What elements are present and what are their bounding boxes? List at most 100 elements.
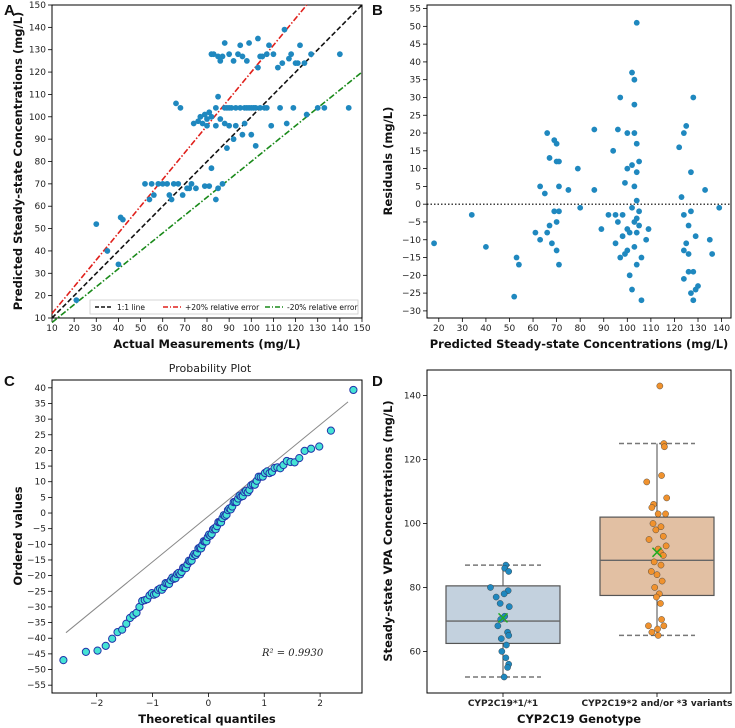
panel-b-y-tick-label: −20 [402,271,421,281]
panel-a-y-tick-label: 110 [29,90,46,100]
observation-point [651,584,659,591]
residual-point [633,197,640,204]
panel-c-x-tick-label: 1 [261,699,267,709]
data-point [104,248,111,254]
data-point [204,122,210,129]
data-point [255,64,261,71]
panel-a-y-tick-label: 120 [29,68,46,78]
data-point [283,120,290,127]
residual-point [680,247,687,254]
panel-a-y-tick-label: 90 [35,135,47,145]
observation-point [653,593,660,601]
residual-point [556,158,562,165]
panel-a-y-tick-label: 100 [29,113,46,123]
panel-b-y-tick-label: 40 [410,58,422,68]
observation-point [498,648,506,655]
quantile-point [108,634,117,643]
panel-c-y-tick-label: 15 [35,462,46,472]
panel-d-y-tick-label: 80 [410,583,422,593]
panel-c-y-tick-label: 35 [35,399,46,409]
observation-point [648,568,655,575]
identity-line [51,4,363,319]
panel-a-plot-area: 10 20 30 40 50 60 70 80 90 100 110 120 130 140 150 10 20… [29,1,371,334]
panel-a-y-tick-label: 150 [29,1,46,11]
data-point [219,180,226,187]
data-point [166,192,173,198]
observation-point [505,568,513,575]
panel-c-x-tick-label: 2 [317,699,323,709]
quantile-point [81,647,91,657]
data-point [206,183,213,189]
panel-d-y-tick-label: 120 [404,456,421,466]
residual-point [556,208,562,215]
data-point [226,122,233,129]
residual-point [631,130,638,136]
quantile-point [93,646,102,655]
panel-b-plot-area: 20 30 40 50 60 70 80 90 100 110 120 130 140−30−25−20… [402,5,731,334]
panel-b-x-tick-label: 140 [713,324,730,334]
residual-point [683,123,690,129]
panel-d: D 60 80 100 120 140 CYP2C19*1/*1 CYP2C19*2 and… [372,369,732,726]
quantile-point [118,625,127,634]
residual-point [690,297,697,304]
data-point [193,185,199,192]
data-point [208,113,215,120]
data-point [115,261,122,268]
panel-c-y-tick-label: −20 [27,572,46,582]
panel-d-category-label: CYP2C19*1/*1 [468,699,538,709]
panel-b-y-tick-label: 50 [410,22,422,32]
observation-point [500,590,508,598]
data-point [237,104,244,111]
data-point [263,51,270,58]
quantile-point [315,442,324,451]
residual-point [614,219,621,225]
panel-b-y-tick-label: 15 [410,147,421,157]
data-point [199,120,206,127]
data-point [215,93,221,100]
data-point [179,192,186,198]
data-point [252,142,259,149]
observation-point [494,622,502,630]
data-point [224,145,230,151]
residual-point [636,208,642,215]
legend-box [89,299,359,315]
residual-point [614,126,621,133]
quantile-point [101,641,110,650]
panel-a-x-tick-label: 10 [46,324,58,334]
fit-line [65,401,349,634]
data-point [164,180,171,187]
residual-point [598,226,605,232]
panel-c-y-tick-label: 20 [35,446,47,456]
panel-b-y-tick-label: 45 [410,40,421,50]
residual-point [633,19,640,26]
data-point [279,60,286,67]
residual-point [626,272,633,279]
panel-a-y-tick-label: 130 [29,46,46,56]
observation-point [648,628,656,636]
residual-point [551,208,558,215]
data-point [168,196,175,203]
residual-point [633,169,640,176]
data-point [206,109,213,116]
data-point [286,55,292,62]
data-point [303,111,310,118]
panel-b-y-tick-label: 55 [410,5,421,15]
mean-marker [651,547,663,558]
observation-point [657,561,665,569]
panel-b-plot-frame [426,4,732,319]
panel-label-a: A [4,2,15,19]
data-point [221,40,228,46]
residual-point [633,140,640,147]
panel-a-y-tick-label: 80 [35,158,47,168]
panel-b-x-tick-label: 50 [504,324,516,334]
quantile-point [59,656,68,665]
residual-point [688,169,694,176]
observation-point [500,673,508,681]
panel-b-y-tick-label: −5 [408,218,421,228]
data-point [232,104,239,111]
observation-point [502,654,510,662]
observation-point [487,584,494,591]
residual-point [633,261,640,268]
observation-point [662,510,669,518]
